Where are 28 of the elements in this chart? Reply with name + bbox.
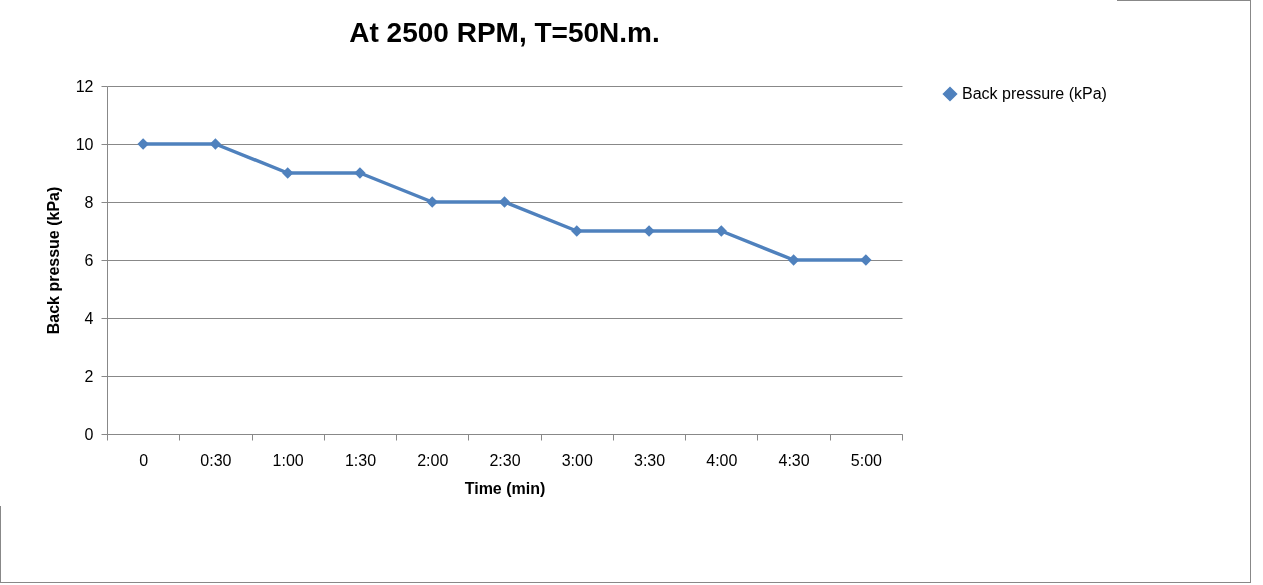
y-tick-label: 6 bbox=[84, 251, 94, 269]
y-tick-label: 10 bbox=[75, 135, 94, 153]
x-tick-label: 1:00 bbox=[272, 451, 304, 469]
x-tick-label: 4:00 bbox=[706, 451, 738, 469]
x-tick-label: 0:30 bbox=[200, 451, 232, 469]
x-tick-label: 0 bbox=[139, 451, 149, 469]
x-tick-label: 4:30 bbox=[778, 451, 810, 469]
y-tick-label: 12 bbox=[75, 77, 94, 95]
point bbox=[426, 196, 438, 208]
point bbox=[643, 225, 655, 237]
y-tick-label: 4 bbox=[84, 309, 94, 327]
point bbox=[860, 254, 872, 266]
point bbox=[137, 138, 149, 150]
point bbox=[571, 225, 583, 237]
x-axis-title: Time (min) bbox=[464, 479, 546, 497]
point bbox=[354, 167, 366, 179]
y-tick-label: 0 bbox=[84, 425, 94, 443]
x-tick-label: 2:00 bbox=[417, 451, 449, 469]
y-tick-label: 2 bbox=[84, 367, 94, 385]
x-tick-label: 5:00 bbox=[850, 451, 883, 469]
chart-title: At 2500 RPM, T=50N.m. bbox=[349, 17, 660, 48]
y-tick-label: 8 bbox=[84, 193, 94, 211]
y-axis-title: Back pressue (kPa) bbox=[44, 186, 62, 335]
x-tick-label: 3:00 bbox=[561, 451, 593, 469]
x-tick-label: 2:30 bbox=[489, 451, 521, 469]
x-tick-label: 1:30 bbox=[344, 451, 377, 469]
legend-label: Back pressure (kPa) bbox=[962, 85, 1107, 102]
x-tick-label: 3:30 bbox=[633, 451, 666, 469]
